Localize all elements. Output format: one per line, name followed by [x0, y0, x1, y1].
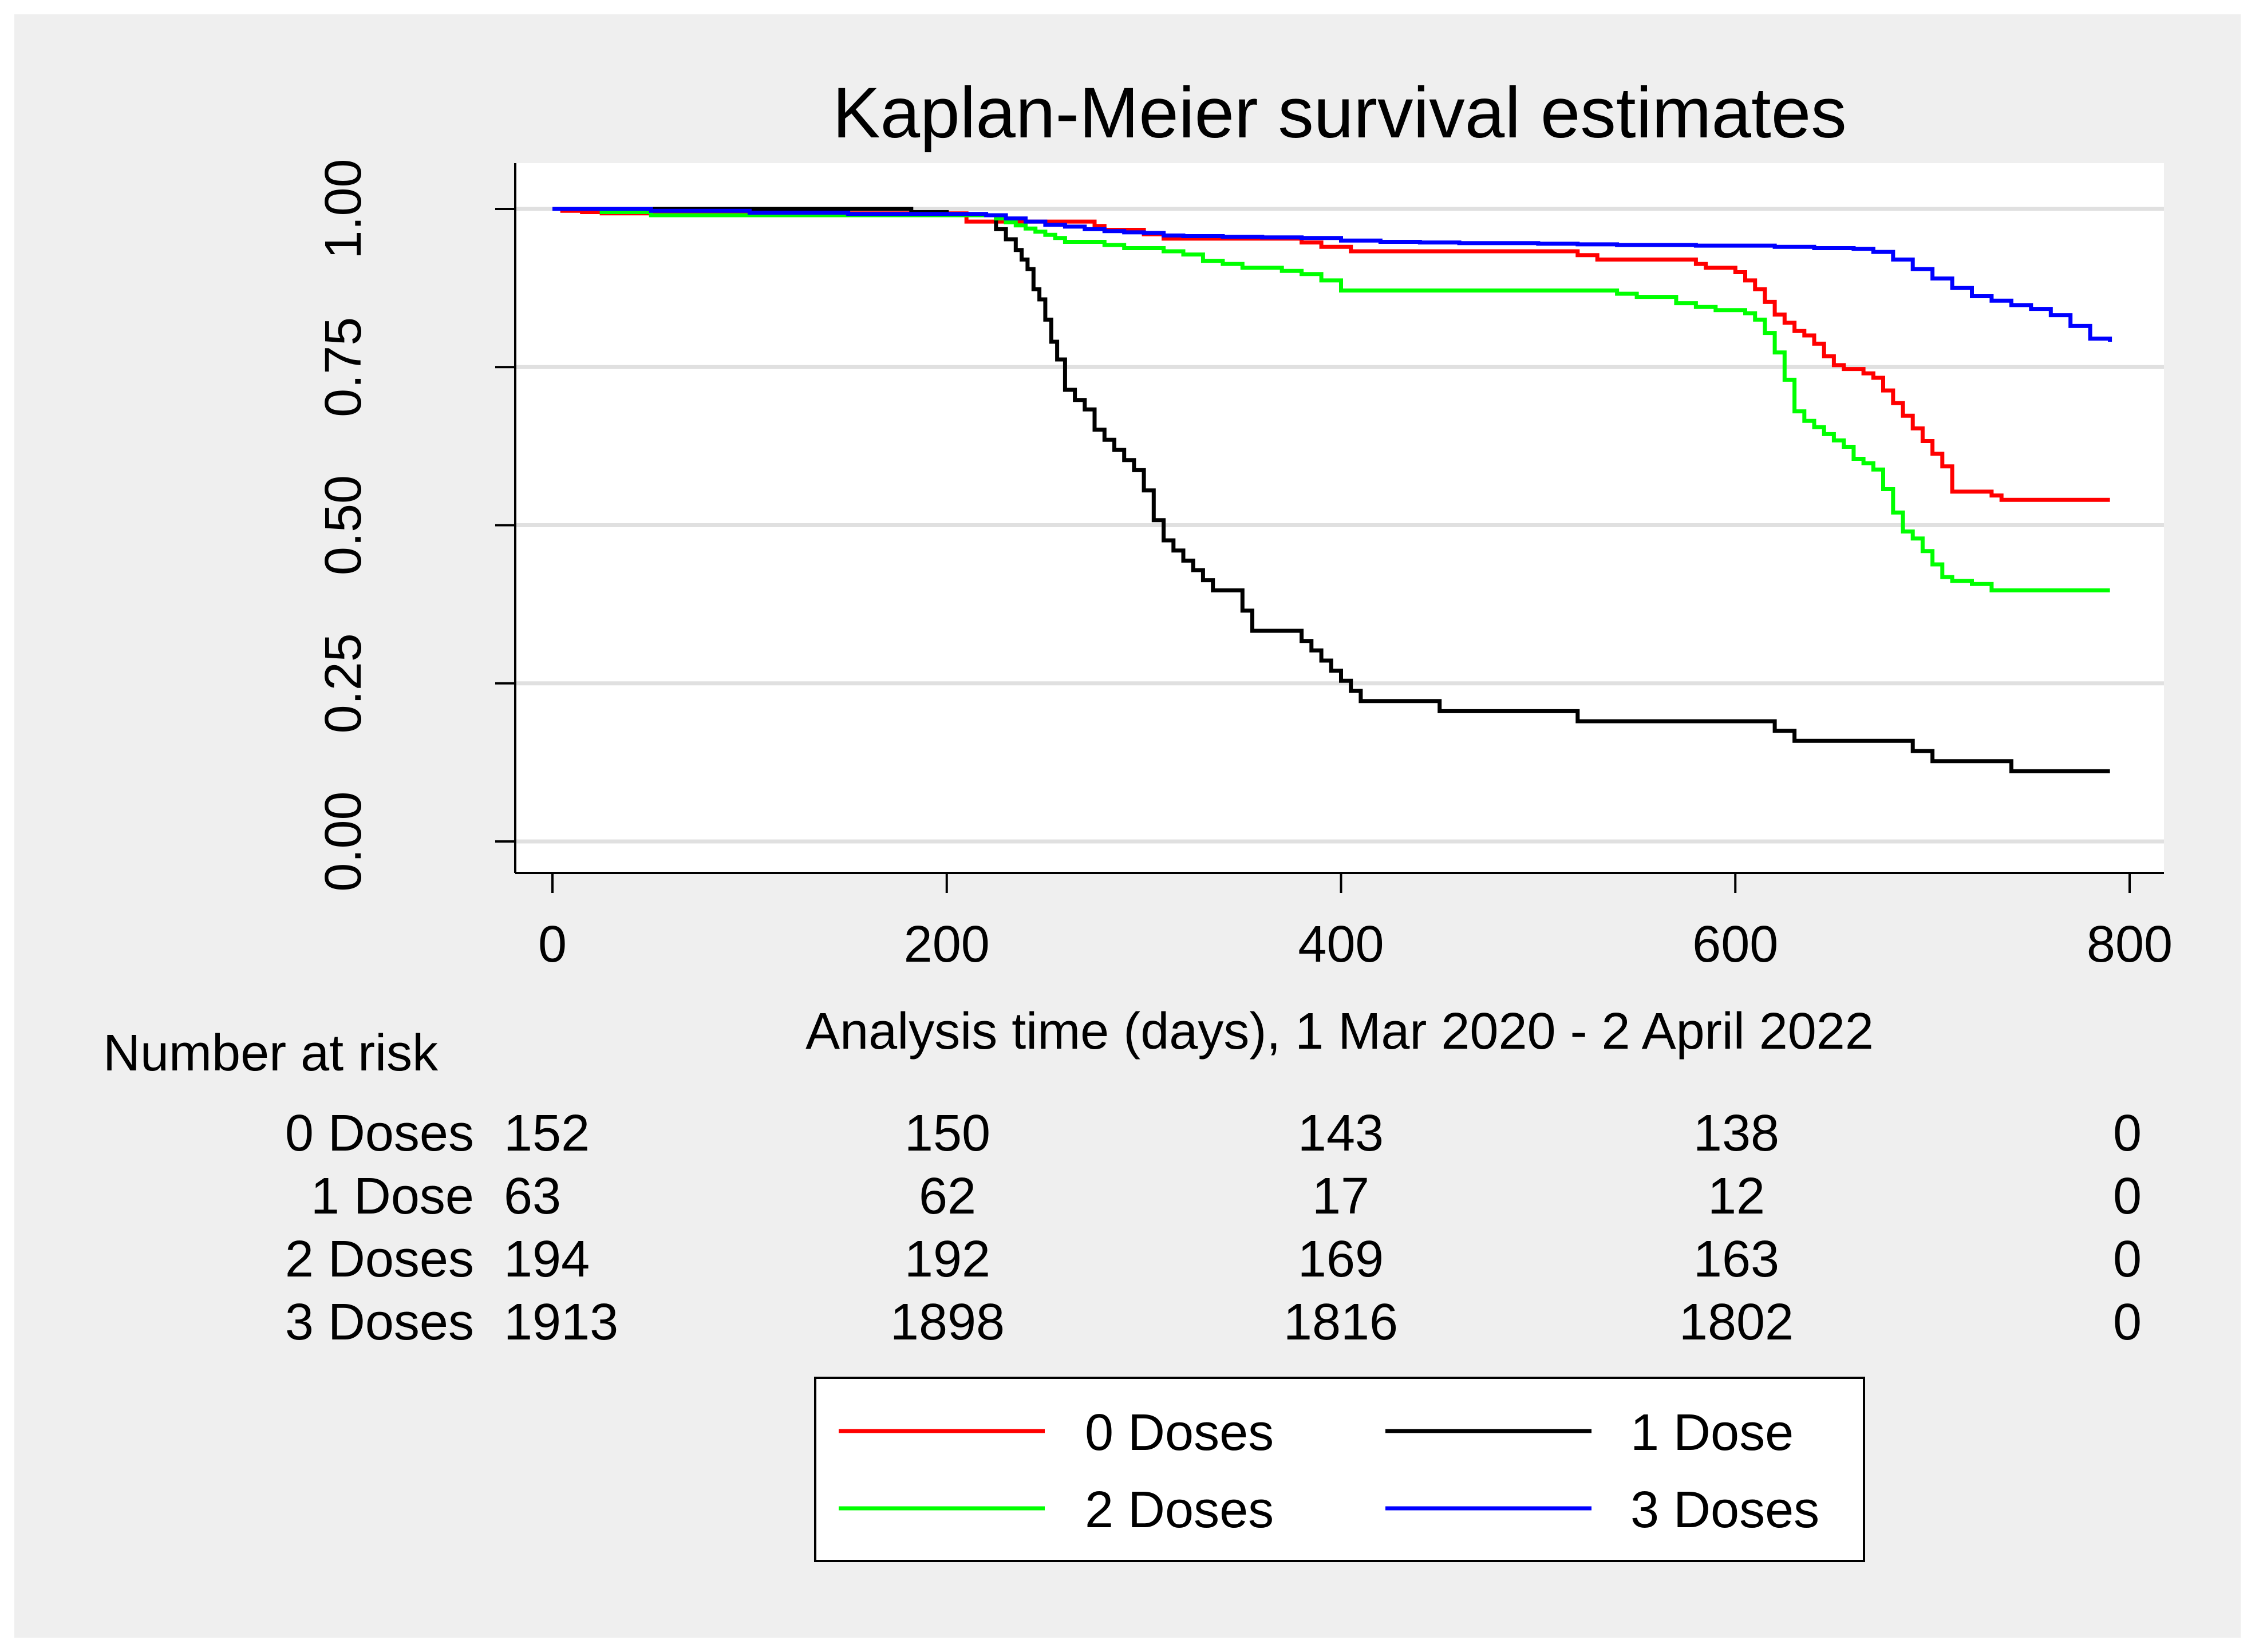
risk-row-label: 0 Doses	[285, 1105, 474, 1162]
risk-value: 194	[504, 1231, 590, 1288]
x-tick-label: 600	[1692, 916, 1778, 973]
risk-value: 1913	[504, 1294, 618, 1351]
x-axis-label: Analysis time (days), 1 Mar 2020 - 2 Apr…	[805, 1003, 1874, 1060]
risk-value: 150	[905, 1105, 990, 1162]
risk-value: 143	[1298, 1105, 1384, 1162]
x-tick-label: 0	[538, 916, 567, 973]
legend: 0 Doses 1 Dose 2 Doses 3 Doses	[814, 1377, 1865, 1562]
axes	[514, 163, 2164, 874]
risk-value: 192	[905, 1231, 990, 1288]
y-tick-label: 0.00	[315, 791, 372, 891]
risk-value: 1802	[1679, 1294, 1794, 1351]
y-tick-label: 1.00	[315, 159, 372, 259]
series-line-1-dose	[552, 207, 2110, 773]
x-ticks: 0 200 400 600 800	[538, 873, 2173, 973]
risk-value: 0	[2113, 1294, 2142, 1351]
risk-value: 62	[919, 1168, 976, 1225]
series-line-2-doses	[552, 207, 2110, 592]
risk-table-header: Number at risk	[103, 1025, 439, 1082]
risk-value: 0	[2113, 1231, 2142, 1288]
y-tick-label: 0.50	[315, 475, 372, 575]
chart-title: Kaplan-Meier survival estimates	[832, 73, 1846, 153]
risk-value: 163	[1693, 1231, 1779, 1288]
risk-value: 12	[1708, 1168, 1765, 1225]
risk-value: 0	[2113, 1168, 2142, 1225]
x-tick-label: 800	[2087, 916, 2173, 973]
y-ticks: 0.00 0.25 0.50 0.75 1.00	[315, 159, 515, 892]
series-lines	[552, 207, 2112, 773]
risk-value: 63	[504, 1168, 561, 1225]
risk-value: 169	[1298, 1231, 1384, 1288]
risk-value: 1898	[890, 1294, 1005, 1351]
series-line-3-doses	[552, 207, 2112, 342]
x-tick-label: 400	[1298, 916, 1384, 973]
risk-value: 1816	[1284, 1294, 1398, 1351]
risk-value: 0	[2113, 1105, 2142, 1162]
y-tick-label: 0.25	[315, 633, 372, 733]
risk-table: 0 Doses 152 150 143 138 0 1 Dose 63 62 17 12 0 2 Dos…	[285, 1105, 2142, 1351]
x-tick-label: 200	[904, 916, 990, 973]
risk-row-label: 3 Doses	[285, 1294, 474, 1351]
y-tick-label: 0.75	[315, 317, 372, 417]
legend-label-1-dose: 1 Dose	[1630, 1404, 1794, 1461]
legend-label-0-doses: 0 Doses	[1085, 1404, 1274, 1461]
legend-label-2-doses: 2 Doses	[1085, 1481, 1274, 1539]
risk-value: 138	[1693, 1105, 1779, 1162]
risk-value: 152	[504, 1105, 590, 1162]
risk-row-label: 2 Doses	[285, 1231, 474, 1288]
legend-label-3-doses: 3 Doses	[1630, 1481, 1819, 1539]
legend-box	[814, 1377, 1865, 1562]
risk-row-label: 1 Dose	[311, 1168, 474, 1225]
risk-value: 17	[1312, 1168, 1369, 1225]
